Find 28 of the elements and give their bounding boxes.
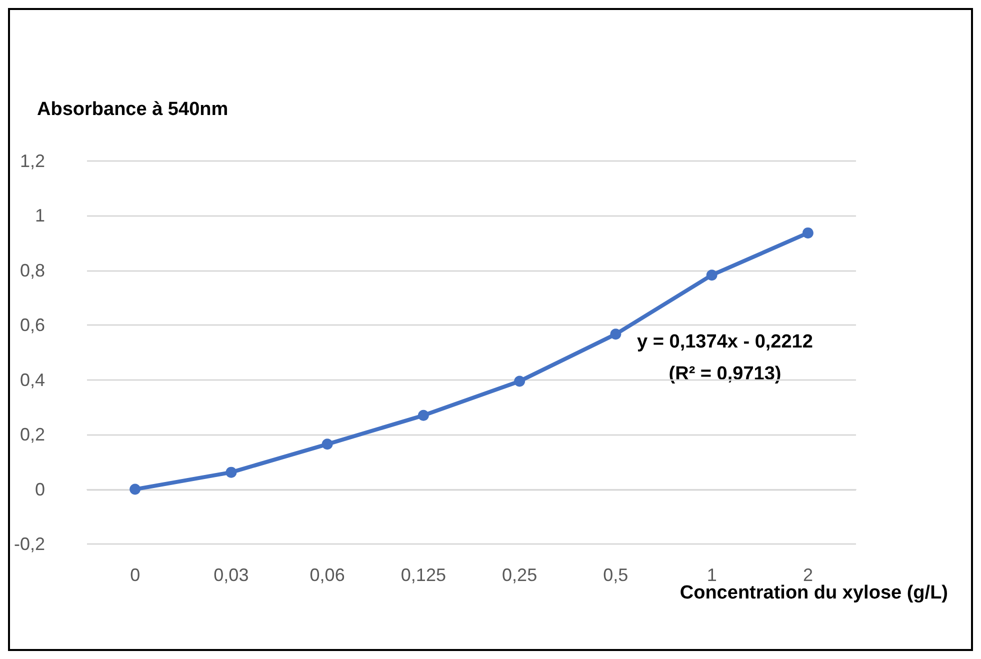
x-tick-label: 2 <box>802 565 813 585</box>
x-tick-label: 0,25 <box>502 565 538 585</box>
y-tick-label: 0 <box>34 479 45 500</box>
x-tick-label: 1 <box>706 565 717 585</box>
x-axis-title: Concentration du xylose (g/L) <box>680 582 948 604</box>
y-tick-label: 0,4 <box>20 370 45 390</box>
y-tick-label: 0,6 <box>20 315 45 336</box>
x-tick-label: 0,06 <box>310 565 345 585</box>
annotation: y = 0,1374x - 0,2212 <box>637 332 813 352</box>
point <box>418 410 429 421</box>
point <box>706 270 718 281</box>
y-axis-title: Absorbance à 540nm <box>37 99 228 120</box>
y-tick-label: 1 <box>34 206 45 226</box>
y-tick-label: 1,2 <box>20 151 45 171</box>
y-tick-label: 0,8 <box>20 260 45 280</box>
x-tick-label: 0,03 <box>214 565 249 585</box>
point <box>802 227 814 238</box>
x-tick-label: 0 <box>130 565 140 585</box>
x-tick-label: 0,125 <box>400 565 446 585</box>
point <box>226 466 237 478</box>
point <box>130 484 141 495</box>
point <box>514 376 526 387</box>
y-tick-label: -0,2 <box>14 534 45 554</box>
point <box>322 438 333 450</box>
y-tick-label: 0,2 <box>20 424 45 445</box>
x-tick-label: 0,5 <box>603 565 628 585</box>
annotation: (R² = 0,9713) <box>668 364 782 384</box>
point <box>610 328 622 340</box>
